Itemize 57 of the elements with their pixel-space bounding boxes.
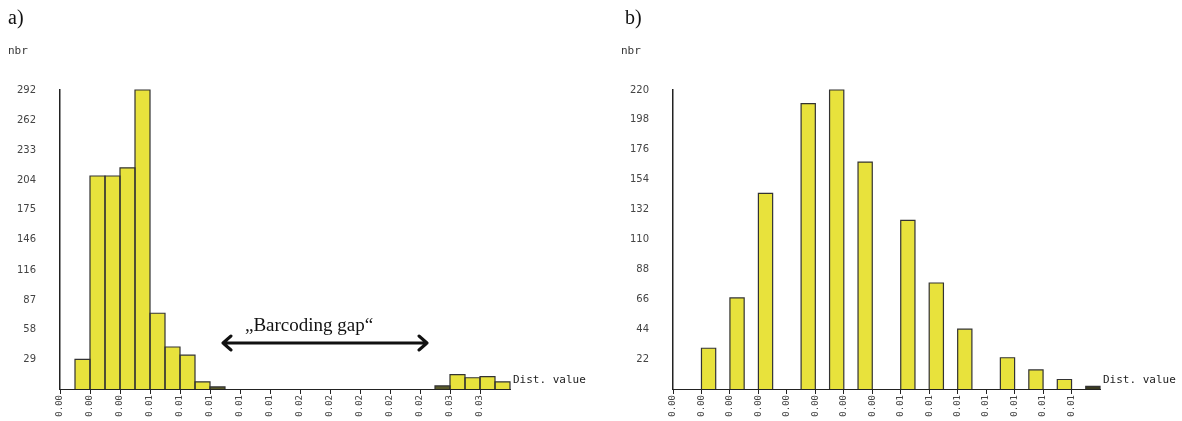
x-tick-label: 0.01 bbox=[1008, 395, 1019, 417]
x-tick-label: 0.01 bbox=[923, 395, 934, 417]
y-tick-label: 87 bbox=[23, 293, 36, 305]
x-tick-label: 0.01 bbox=[174, 395, 185, 417]
y-axis-title: nbr bbox=[621, 44, 641, 57]
y-tick-label: 88 bbox=[636, 262, 649, 274]
annotation: „Barcoding gap“ bbox=[245, 314, 374, 336]
x-tick-label: 0.00 bbox=[724, 395, 735, 417]
x-tick-label: 0.01 bbox=[952, 395, 963, 417]
y-tick-label: 154 bbox=[629, 173, 649, 185]
y-tick-label: 292 bbox=[16, 83, 36, 95]
x-tick-label: 0.00 bbox=[54, 395, 65, 417]
x-tick-label: 0.00 bbox=[866, 395, 877, 417]
y-tick-label: 198 bbox=[629, 113, 649, 125]
y-axis-title: nbr bbox=[8, 44, 28, 57]
x-tick-label: 0.02 bbox=[354, 395, 365, 417]
y-tick-label: 116 bbox=[16, 263, 36, 275]
x-tick-label: 0.00 bbox=[752, 395, 763, 417]
x-tick-label: 0.00 bbox=[781, 395, 792, 417]
x-tick-label: 0.01 bbox=[144, 395, 155, 417]
chart-title: b) bbox=[625, 6, 642, 29]
x-tick-label: 0.01 bbox=[234, 395, 245, 417]
y-tick-label: 204 bbox=[16, 173, 36, 185]
x-tick-label: 0.03 bbox=[444, 395, 455, 417]
y-tick-label: 175 bbox=[16, 203, 36, 215]
x-tick-label: 0.01 bbox=[980, 395, 991, 417]
y-tick-label: 132 bbox=[629, 203, 649, 215]
y-tick-label: 146 bbox=[16, 233, 36, 245]
x-axis-title: Dist. value bbox=[513, 373, 586, 386]
y-tick-label: 29 bbox=[23, 352, 36, 364]
x-axis-title: Dist. value bbox=[1103, 373, 1176, 386]
x-tick-label: 0.02 bbox=[384, 395, 395, 417]
chart-title: a) bbox=[8, 6, 24, 29]
y-tick-label: 110 bbox=[629, 233, 649, 245]
x-tick-label: 0.00 bbox=[84, 395, 95, 417]
y-tick-label: 66 bbox=[636, 292, 649, 304]
x-tick-label: 0.00 bbox=[838, 395, 849, 417]
y-tick-label: 262 bbox=[16, 114, 36, 126]
x-tick-label: 0.00 bbox=[114, 395, 125, 417]
x-tick-label: 0.01 bbox=[1037, 395, 1048, 417]
x-tick-label: 0.00 bbox=[667, 395, 678, 417]
y-tick-label: 176 bbox=[629, 143, 649, 155]
y-tick-label: 22 bbox=[636, 352, 649, 364]
x-tick-label: 0.03 bbox=[474, 395, 485, 417]
y-tick-label: 233 bbox=[16, 144, 36, 156]
x-tick-label: 0.01 bbox=[895, 395, 906, 417]
x-tick-label: 0.00 bbox=[695, 395, 706, 417]
x-tick-label: 0.00 bbox=[809, 395, 820, 417]
y-tick-label: 220 bbox=[629, 83, 649, 95]
x-tick-label: 0.01 bbox=[264, 395, 275, 417]
y-tick-label: 44 bbox=[636, 322, 649, 334]
x-tick-label: 0.02 bbox=[414, 395, 425, 417]
x-tick-label: 0.02 bbox=[294, 395, 305, 417]
x-tick-label: 0.01 bbox=[204, 395, 215, 417]
x-tick-label: 0.02 bbox=[324, 395, 335, 417]
y-tick-label: 58 bbox=[23, 323, 36, 335]
x-tick-label: 0.01 bbox=[1065, 395, 1076, 417]
